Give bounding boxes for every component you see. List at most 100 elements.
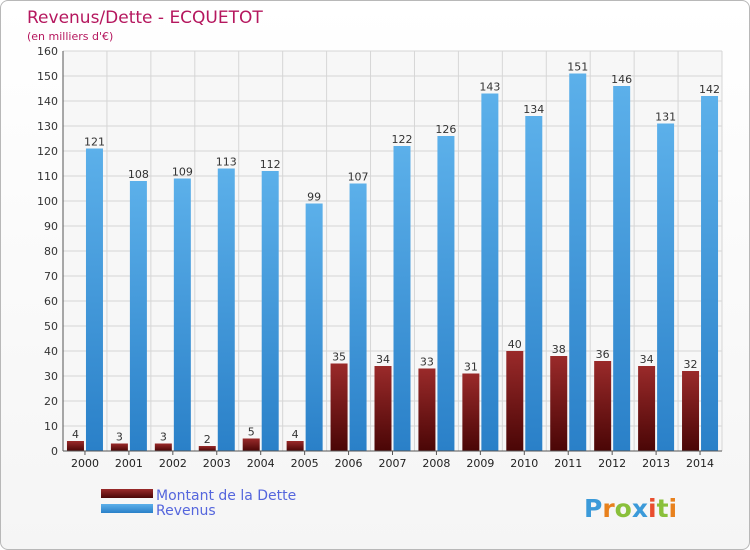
- data-label-debt: 3: [116, 431, 123, 444]
- bar-revenue: [525, 116, 543, 451]
- x-tick-label: 2010: [510, 457, 538, 470]
- grid-layer: [62, 50, 723, 452]
- bar-debt: [594, 361, 612, 451]
- bar-debt: [638, 366, 656, 451]
- x-tick-label: 2012: [598, 457, 626, 470]
- bar-revenue: [393, 146, 411, 451]
- x-tick-label: 2005: [291, 457, 319, 470]
- logo-letter: P: [584, 494, 602, 523]
- y-tick-label: 70: [44, 270, 58, 283]
- data-label-revenue: 142: [699, 83, 720, 96]
- bar-revenue: [85, 148, 103, 451]
- bar-revenue: [261, 171, 279, 451]
- data-label-revenue: 108: [128, 168, 149, 181]
- bar-debt: [198, 446, 216, 451]
- x-tick-label: 2011: [554, 457, 582, 470]
- x-tick-label: 2002: [159, 457, 187, 470]
- logo-letter: o: [615, 494, 632, 523]
- legend-label-revenue: Revenus: [156, 503, 216, 519]
- data-label-debt: 33: [420, 356, 434, 369]
- data-label-debt: 2: [204, 433, 211, 446]
- axis-layer: 0 10 20 30 40 50 60 70 80 90 100 110 120 130 140 150 160…: [37, 45, 722, 470]
- data-label-debt: 34: [376, 353, 390, 366]
- x-tick-label: 2013: [642, 457, 670, 470]
- data-label-revenue: 151: [567, 61, 588, 74]
- bar-revenue: [305, 203, 323, 451]
- y-tick-label: 160: [37, 45, 58, 58]
- bar-debt: [550, 356, 568, 451]
- bar-revenue: [481, 93, 499, 451]
- y-tick-label: 40: [44, 345, 58, 358]
- y-tick-label: 0: [51, 445, 58, 458]
- logo-letter: x: [632, 494, 648, 523]
- bar-revenue: [657, 123, 675, 451]
- logo-letter: r: [602, 494, 615, 523]
- y-tick-label: 90: [44, 220, 58, 233]
- logo-text: Proxiti: [584, 494, 677, 523]
- data-label-debt: 3: [160, 431, 167, 444]
- bar-revenue: [217, 168, 235, 451]
- data-label-debt: 40: [508, 338, 522, 351]
- bar-revenue: [437, 136, 455, 451]
- data-label-debt: 5: [248, 426, 255, 439]
- data-label-revenue: 107: [348, 171, 369, 184]
- bar-debt: [462, 373, 480, 451]
- bar-debt: [110, 443, 128, 451]
- x-tick-label: 2003: [203, 457, 231, 470]
- y-tick-label: 150: [37, 70, 58, 83]
- x-tick-label: 2001: [115, 457, 143, 470]
- bar-revenue: [569, 73, 587, 451]
- proxiti-logo: Proxiti: [584, 494, 677, 523]
- bar-debt: [374, 366, 392, 451]
- legend-swatch-debt: [101, 489, 153, 498]
- bar-debt: [330, 363, 348, 451]
- bar-revenue: [129, 181, 147, 451]
- x-tick-label: 2000: [71, 457, 99, 470]
- x-tick-label: 2014: [686, 457, 714, 470]
- bar-debt: [506, 351, 524, 451]
- chart-title: Revenus/Dette - ECQUETOT: [27, 8, 263, 28]
- y-tick-label: 30: [44, 370, 58, 383]
- x-tick-label: 2006: [335, 457, 363, 470]
- data-label-revenue: 113: [216, 156, 237, 169]
- bar-debt: [242, 438, 260, 451]
- bar-debt: [418, 368, 436, 451]
- bar-debt: [682, 371, 700, 451]
- bar-debt: [154, 443, 172, 451]
- data-label-revenue: 146: [611, 73, 632, 86]
- data-label-debt: 35: [332, 351, 346, 364]
- data-label-debt: 36: [596, 348, 610, 361]
- y-tick-label: 120: [37, 145, 58, 158]
- data-label-debt: 4: [292, 428, 299, 441]
- bar-debt: [66, 441, 84, 451]
- logo-letter: i: [648, 494, 657, 523]
- x-tick-label: 2008: [422, 457, 450, 470]
- bar-revenue: [173, 178, 191, 451]
- data-label-revenue: 143: [479, 81, 500, 94]
- x-tick-label: 2004: [247, 457, 275, 470]
- bar-revenue: [613, 86, 631, 451]
- data-label-revenue: 126: [435, 123, 456, 136]
- data-label-debt: 4: [72, 428, 79, 441]
- data-label-revenue: 134: [523, 103, 544, 116]
- bars-layer: 4 121 3 108 3 109 2 113 5 112 4 99 35 107 34 122 33 126 31…: [66, 61, 720, 451]
- data-label-debt: 38: [552, 343, 566, 356]
- y-tick-label: 130: [37, 120, 58, 133]
- data-label-revenue: 122: [392, 133, 413, 146]
- y-tick-label: 100: [37, 195, 58, 208]
- data-label-revenue: 99: [307, 191, 321, 204]
- data-label-debt: 32: [684, 358, 698, 371]
- legend-swatch-revenue: [101, 504, 153, 513]
- data-label-debt: 31: [464, 361, 478, 374]
- x-tick-label: 2007: [379, 457, 407, 470]
- legend-label-debt: Montant de la Dette: [156, 488, 296, 504]
- bar-debt: [286, 441, 304, 451]
- bar-revenue: [349, 183, 367, 451]
- y-tick-label: 20: [44, 395, 58, 408]
- y-tick-label: 10: [44, 420, 58, 433]
- data-label-revenue: 121: [84, 136, 105, 149]
- data-label-revenue: 109: [172, 166, 193, 179]
- logo-letter: i: [669, 494, 678, 523]
